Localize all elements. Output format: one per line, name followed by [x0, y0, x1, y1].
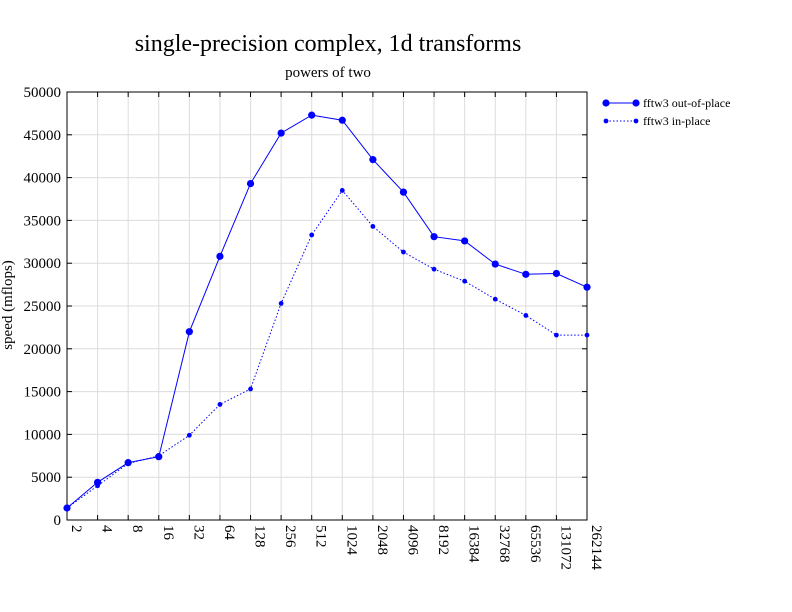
data-point: [185, 328, 193, 336]
data-point: [216, 252, 224, 260]
data-point: [248, 386, 253, 392]
y-tick-label: 0: [54, 513, 62, 529]
data-point: [217, 402, 223, 407]
y-tick-label: 30000: [24, 256, 62, 272]
data-point: [491, 260, 499, 268]
legend-label: fftw3 out-of-place: [643, 96, 730, 110]
x-tick-label: 1024: [343, 525, 359, 556]
data-point: [370, 223, 376, 229]
chart-subtitle: powers of two: [285, 65, 371, 81]
data-point: [186, 432, 192, 438]
y-tick-label: 45000: [24, 128, 62, 144]
data-point: [369, 156, 377, 164]
series-1: [63, 111, 591, 512]
data-point: [523, 313, 529, 318]
axis-ticks: [66, 91, 588, 521]
series-line: [66, 114, 588, 509]
y-tick-label: 25000: [24, 299, 62, 315]
x-tick-label: 4096: [404, 525, 420, 556]
data-point: [95, 483, 100, 489]
x-tick-label: 32768: [496, 525, 512, 563]
legend-item: fftw3 out-of-place: [602, 96, 730, 110]
y-axis: 0 5000 10000 15000 20000 25000 30000 35000 40000…: [24, 85, 62, 529]
y-tick-label: 40000: [24, 171, 62, 187]
data-point: [93, 478, 102, 486]
data-point: [552, 269, 561, 278]
x-tick-label: 256: [282, 525, 298, 548]
y-tick-label: 35000: [24, 213, 62, 229]
data-point: [554, 332, 559, 338]
legend: fftw3 out-of-place fftw3 in-place: [602, 96, 730, 128]
data-point: [522, 270, 530, 278]
data-point: [462, 278, 468, 284]
data-point: [309, 232, 315, 238]
x-tick-label: 32: [190, 525, 206, 540]
data-point: [461, 237, 469, 245]
x-tick-label: 8: [129, 525, 145, 533]
data-point: [277, 129, 285, 137]
x-tick-label: 512: [313, 525, 329, 548]
y-tick-label: 5000: [31, 470, 61, 486]
data-point: [125, 461, 131, 466]
data-point: [584, 332, 590, 338]
series-2: [64, 188, 590, 511]
legend-marker: [602, 99, 610, 107]
x-tick-label: 2: [68, 525, 84, 533]
legend-marker: [632, 99, 640, 107]
x-tick-label: 4: [99, 525, 115, 533]
data-point: [338, 116, 346, 124]
x-tick-label: 16384: [466, 525, 482, 563]
y-tick-label: 10000: [24, 427, 62, 443]
x-tick-label: 262144: [588, 525, 604, 571]
data-point: [399, 188, 408, 196]
x-tick-label: 8192: [435, 525, 451, 555]
legend-label: fftw3 in-place: [643, 114, 710, 128]
data-point: [492, 296, 498, 302]
x-tick-label: 2048: [374, 525, 390, 555]
y-axis-label: speed (mflops): [0, 260, 16, 350]
x-tick-label: 65536: [527, 525, 543, 563]
x-tick-label: 128: [252, 525, 268, 548]
x-tick-label: 131072: [557, 525, 573, 570]
data-point: [308, 111, 316, 119]
series-layer: [63, 111, 591, 512]
data-point: [430, 233, 438, 241]
y-tick-label: 20000: [24, 342, 62, 358]
data-point: [431, 266, 437, 272]
x-tick-label: 16: [160, 525, 176, 541]
legend-item: fftw3 in-place: [603, 114, 710, 128]
data-point: [278, 301, 284, 306]
x-tick-label: 64: [221, 525, 237, 541]
chart-title: single-precision complex, 1d transforms: [135, 31, 522, 57]
y-tick-label: 15000: [24, 385, 62, 401]
y-tick-label: 50000: [24, 85, 62, 101]
legend-marker: [633, 118, 639, 124]
x-axis: 2 4 8 16 32 64 128 256 512 1024 2048 4096 8192 16384 3…: [68, 525, 604, 571]
series-line: [66, 189, 587, 509]
data-point: [64, 505, 70, 511]
data-point: [246, 179, 255, 188]
data-point: [156, 453, 162, 459]
data-point: [401, 249, 406, 255]
data-point: [583, 283, 591, 291]
data-point: [339, 188, 345, 193]
legend-marker: [603, 118, 609, 124]
